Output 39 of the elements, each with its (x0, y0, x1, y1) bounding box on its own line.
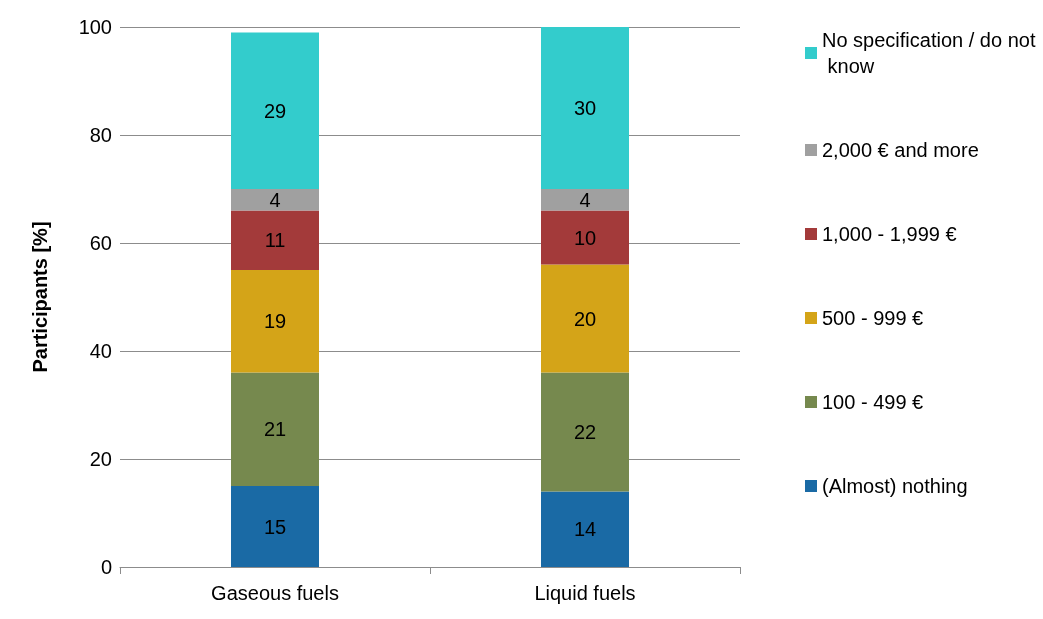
x-tick-label: Gaseous fuels (211, 582, 339, 604)
data-label: 4 (579, 188, 591, 211)
y-tick-label: 60 (89, 232, 112, 254)
y-tick-label: 80 (89, 124, 112, 146)
data-label: 15 (263, 515, 287, 538)
bar (231, 32, 319, 189)
legend-label: 500 - 999 € (822, 307, 924, 329)
bar (231, 210, 319, 270)
bar (541, 27, 629, 189)
y-tick-label: 20 (89, 448, 112, 470)
bar (541, 264, 629, 373)
data-label: 10 (573, 226, 597, 249)
data-label: 11 (264, 229, 286, 252)
y-tick-label: 40 (89, 340, 112, 362)
legend-label: 1,000 - 1,999 € (822, 223, 957, 245)
y-axis-title: Participants [%] (29, 221, 51, 373)
bar (541, 491, 629, 567)
bar (541, 189, 629, 211)
data-label: 19 (263, 310, 287, 333)
legend-label: (Almost) nothing (822, 475, 968, 497)
x-tick-label: Liquid fuels (534, 582, 636, 604)
y-tick-label: 100 (78, 16, 112, 38)
data-label: 29 (263, 99, 287, 122)
legend-label: No specification / do not know (822, 29, 1036, 77)
data-label: 14 (573, 518, 597, 541)
bar (231, 270, 319, 373)
bar (541, 210, 629, 265)
data-label: 30 (573, 97, 597, 119)
bar (231, 372, 319, 486)
data-label: 20 (573, 307, 597, 330)
bar (231, 486, 319, 567)
bar (231, 189, 319, 211)
data-label: 22 (573, 421, 597, 443)
y-tick-label: 0 (100, 556, 112, 578)
data-label: 4 (269, 188, 281, 211)
legend-label: 100 - 499 € (822, 391, 924, 413)
legend-label: 2,000 € and more (822, 139, 979, 161)
data-label: 21 (263, 418, 287, 441)
bar (541, 372, 629, 492)
